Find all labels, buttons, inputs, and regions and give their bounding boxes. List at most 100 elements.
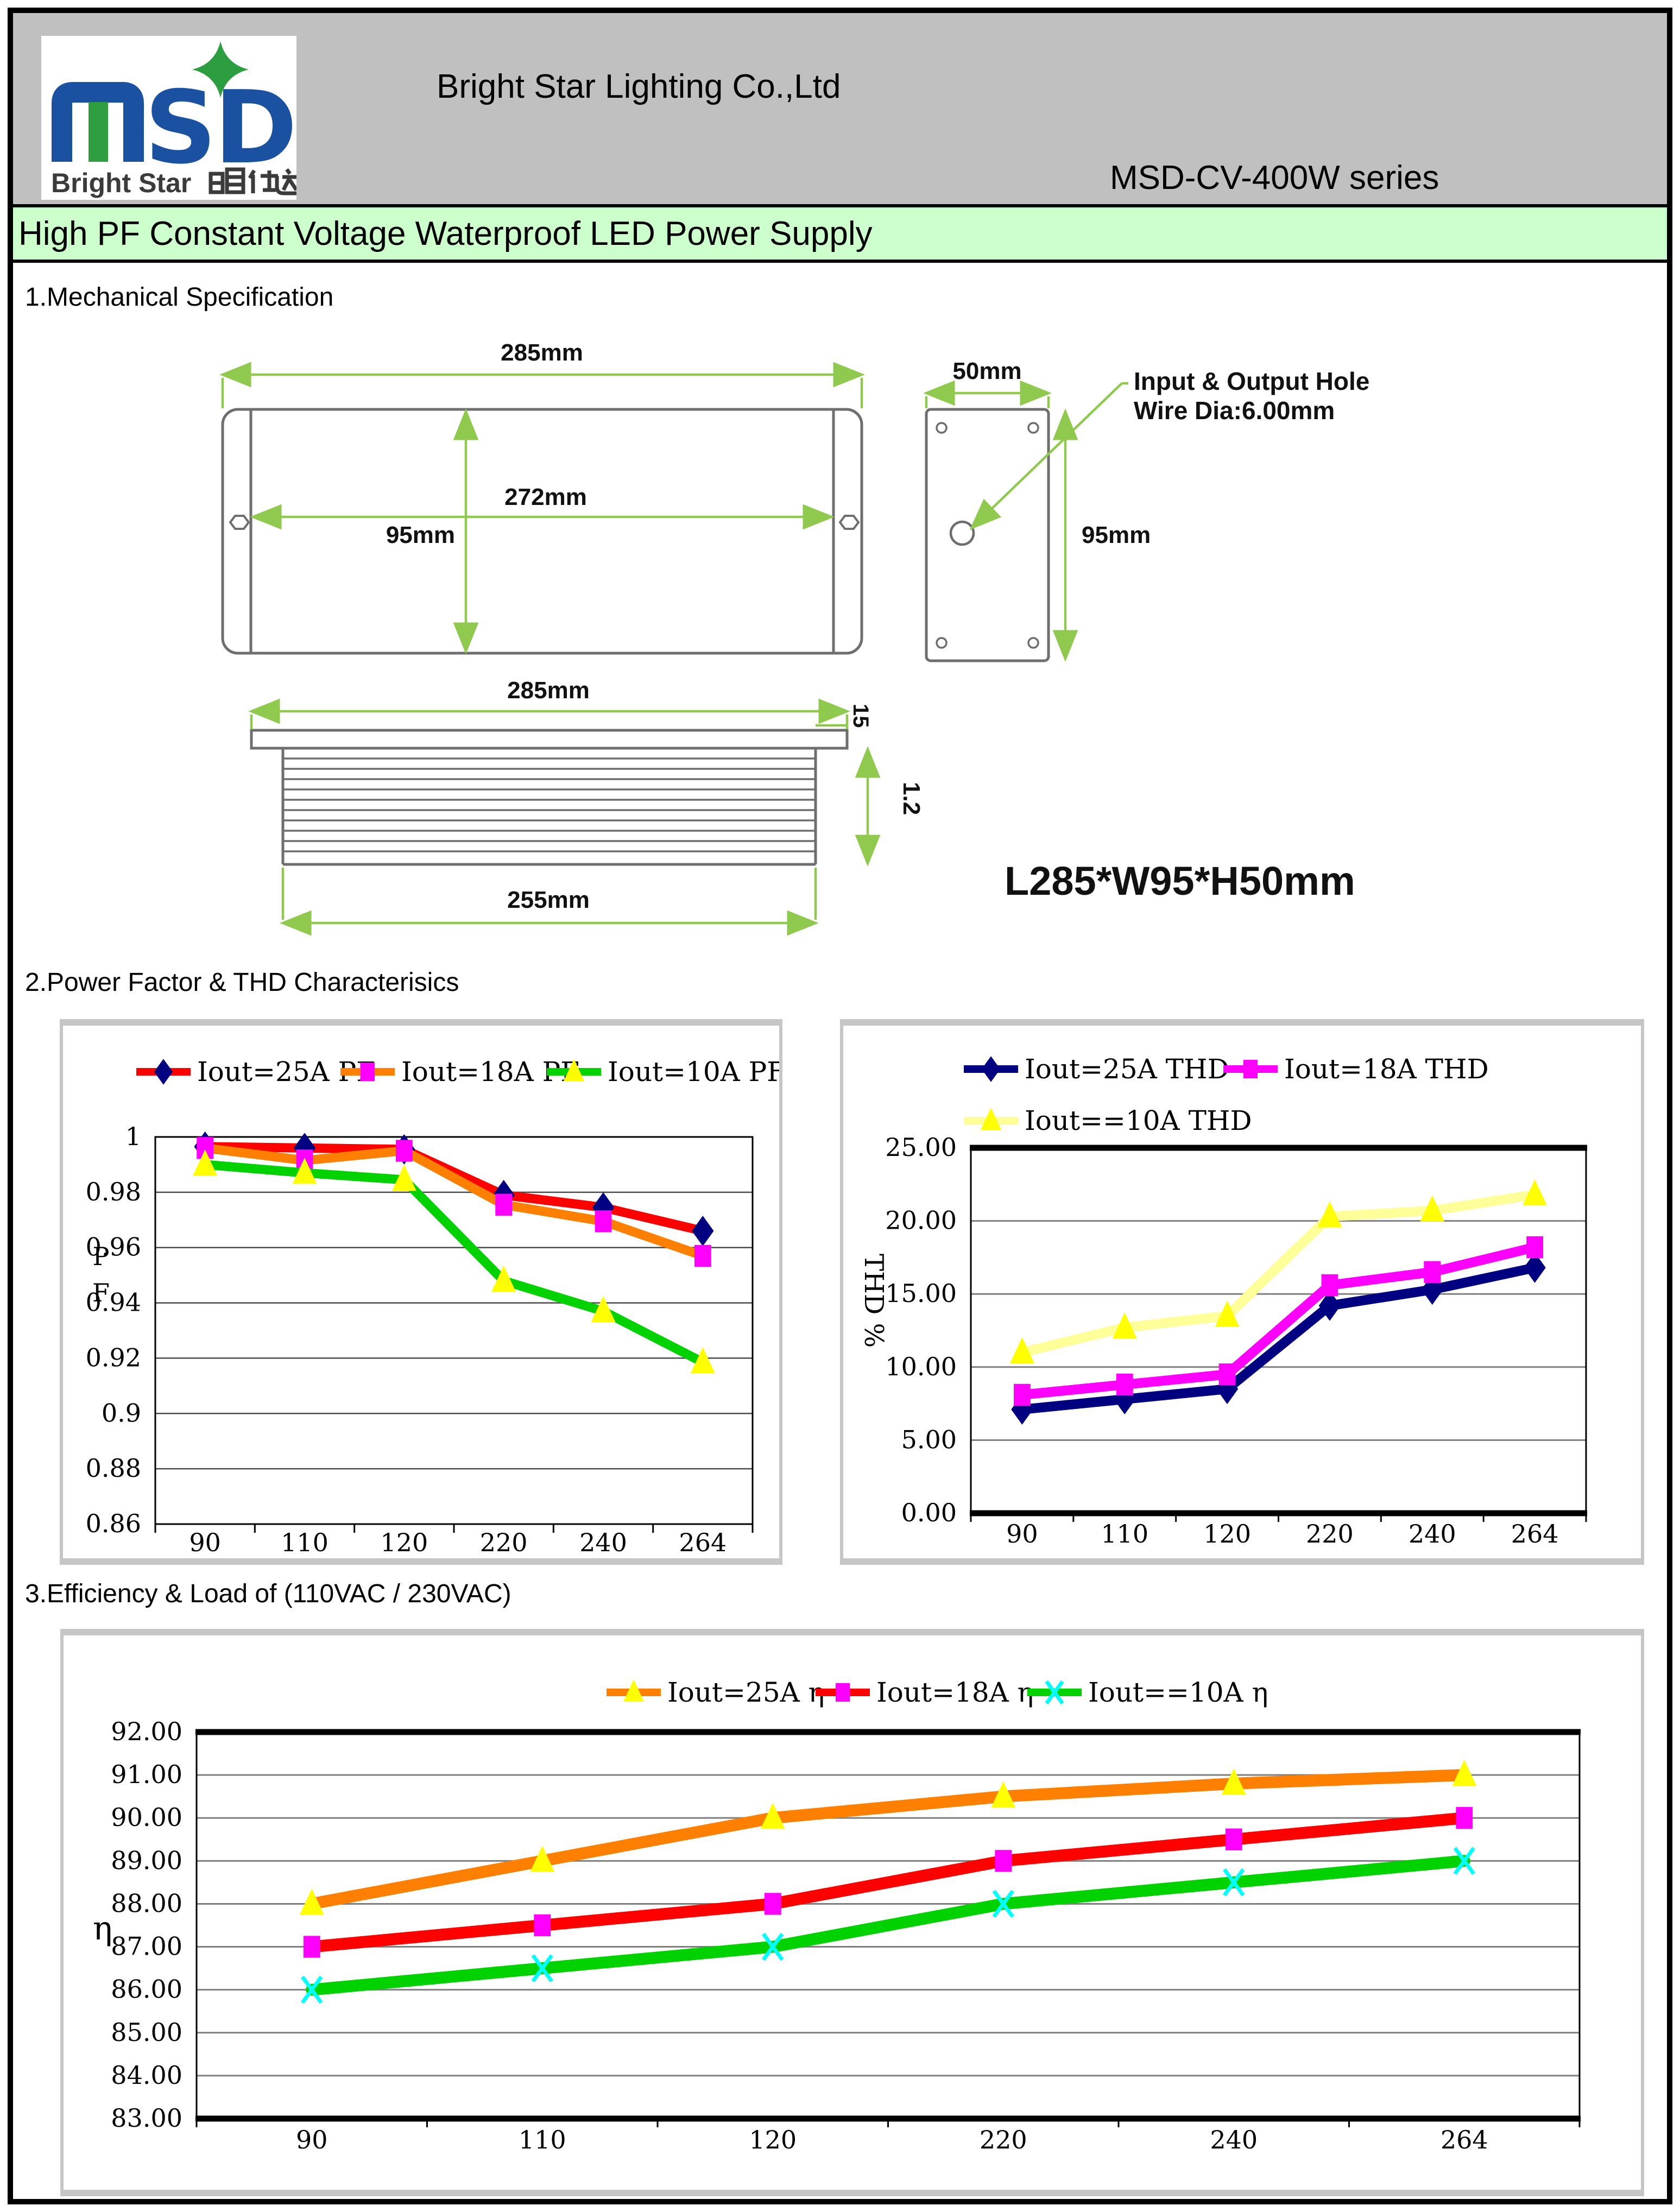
pf-chart: 1 0.98 0.96 0.94 0.92 0.9 0.88 0.86 90 110 120 220 2… xyxy=(86,1056,779,1557)
efficiency-y-axis-label: η xyxy=(93,1910,112,1948)
legend-item: Iout=10A PF xyxy=(547,1056,779,1088)
y-tick-label: 86.00 xyxy=(111,1975,182,2004)
legend-label: Iout==10A η xyxy=(1088,1677,1268,1708)
x-tick-label: 240 xyxy=(1210,2125,1258,2154)
y-tick-label: 0.92 xyxy=(86,1343,141,1372)
y-tick-label: 92.00 xyxy=(111,1717,182,1746)
logo-star-icon xyxy=(192,41,249,98)
legend-label: Iout=25A THD xyxy=(1025,1053,1229,1085)
mount-hole-left xyxy=(229,515,250,530)
y-tick-label: 0.94 xyxy=(86,1288,141,1317)
section-title-pf-thd: 2.Power Factor & THD Characterisics xyxy=(25,968,459,997)
end-view-dimensions xyxy=(923,380,1128,662)
y-tick-label: 83.00 xyxy=(111,2103,182,2133)
legend-item: Iout=18A PF xyxy=(340,1056,579,1088)
logo-msd-letters: S D xyxy=(52,41,298,186)
legend-label: Iout=18A THD xyxy=(1284,1053,1489,1085)
thd-y-axis-label: THD % xyxy=(858,1254,889,1348)
series-Iout=18A η xyxy=(303,1807,1473,1958)
pf-y-axis-label: P F xyxy=(92,1242,110,1307)
logo-graphic: S D Bright Star xyxy=(51,41,298,198)
series-Iout=25A η xyxy=(299,1760,1477,1915)
y-tick-label: 1 xyxy=(125,1122,141,1151)
x-tick-label: 220 xyxy=(1306,1519,1354,1549)
x-tick-label: 120 xyxy=(1203,1519,1251,1549)
x-tick-label: 264 xyxy=(679,1528,727,1557)
heatsink-fins xyxy=(283,757,816,852)
end-view-outline xyxy=(925,408,1050,662)
x-tick-label: 110 xyxy=(519,2125,566,2154)
thd-chart-panel: 25.00 20.00 15.00 10.00 5.00 0.00 90 110 120 220 2… xyxy=(840,1019,1644,1565)
logo-subtitle-latin: Bright Star xyxy=(51,168,191,198)
y-tick-label: 0.00 xyxy=(901,1498,957,1527)
x-tick-label: 264 xyxy=(1441,2125,1488,2154)
x-tick-label: 240 xyxy=(1409,1519,1456,1549)
series-Iout=10A PF xyxy=(193,1149,715,1374)
section-title-mechanical: 1.Mechanical Specification xyxy=(25,283,334,312)
thd-chart: 25.00 20.00 15.00 10.00 5.00 0.00 90 110 120 220 2… xyxy=(885,1053,1587,1549)
legend-label: Iout=18A η xyxy=(876,1677,1034,1708)
section-title-efficiency: 3.Efficiency & Load of (110VAC / 230VAC) xyxy=(25,1579,511,1608)
x-tick-label: 90 xyxy=(189,1528,221,1557)
profile-view-outline xyxy=(250,729,849,866)
hole-note-line2: Wire Dia:6.00mm xyxy=(1134,396,1335,425)
profile-dimensions xyxy=(248,698,881,936)
dim-272-label: 272mm xyxy=(504,484,587,510)
y-tick-label: 90.00 xyxy=(111,1803,182,1832)
logo-letter-m xyxy=(52,82,144,162)
dim-95-center-label: 95mm xyxy=(386,522,455,548)
y-tick-label: 88.00 xyxy=(111,1888,182,1918)
company-logo: S D Bright Star xyxy=(41,36,298,200)
y-tick-label: 85.00 xyxy=(111,2018,182,2047)
x-tick-label: 90 xyxy=(1006,1519,1038,1549)
dim-1-2-label: 1.2 xyxy=(898,782,925,815)
top-view-dimensions xyxy=(219,362,865,654)
y-tick-label: 10.00 xyxy=(885,1352,957,1381)
y-tick-label: 87.00 xyxy=(111,1932,182,1961)
legend-item: Iout=18A THD xyxy=(1223,1053,1489,1085)
series-name: MSD-CV-400W series xyxy=(1110,159,1439,197)
efficiency-chart-panel: 92.00 91.00 90.00 89.00 88.00 87.00 86.00 85.00… xyxy=(60,1629,1644,2196)
product-title-banner: High PF Constant Voltage Waterproof LED … xyxy=(13,204,1667,263)
logo-cjk-characters xyxy=(209,167,298,195)
legend-label: Iout==10A THD xyxy=(1025,1105,1252,1136)
x-tick-label: 90 xyxy=(296,2125,328,2154)
product-title: High PF Constant Voltage Waterproof LED … xyxy=(18,214,873,252)
y-tick-label: 15.00 xyxy=(885,1279,957,1308)
hole-note-line1: Input & Output Hole xyxy=(1134,367,1369,395)
pf-chart-panel: 1 0.98 0.96 0.94 0.92 0.9 0.88 0.86 90 110 120 220 2… xyxy=(60,1019,782,1565)
x-tick-label: 220 xyxy=(980,2125,1027,2154)
logo-letter-m-green-bar xyxy=(89,102,108,162)
legend-item: Iout=18A η xyxy=(816,1677,1034,1708)
y-tick-label: 84.00 xyxy=(111,2061,182,2090)
dim-50-label: 50mm xyxy=(952,358,1021,384)
legend-label: Iout=25A η xyxy=(667,1677,825,1708)
top-view-outline xyxy=(221,408,863,655)
series-Iout=18A THD xyxy=(1014,1236,1543,1406)
x-tick-label: 240 xyxy=(579,1528,627,1557)
legend-item: Iout=25A PF xyxy=(136,1056,375,1088)
y-tick-label: 0.9 xyxy=(102,1398,141,1427)
efficiency-chart: 92.00 91.00 90.00 89.00 88.00 87.00 86.00 85.00… xyxy=(111,1677,1581,2154)
wire-hole xyxy=(949,520,975,546)
y-tick-label: 5.00 xyxy=(901,1425,957,1454)
logo-letter-s: S xyxy=(144,69,217,186)
y-tick-label: 20.00 xyxy=(885,1206,957,1235)
legend-item: Iout==10A η xyxy=(1027,1677,1268,1708)
x-tick-label: 120 xyxy=(380,1528,428,1557)
series-Iout==10A η xyxy=(301,1847,1475,2004)
y-tick-label: 25.00 xyxy=(885,1133,957,1162)
y-tick-label: 0.98 xyxy=(86,1177,141,1206)
dim-285-profile-label: 285mm xyxy=(507,677,590,704)
y-tick-label: 0.88 xyxy=(86,1453,141,1483)
legend-item: Iout=25A THD xyxy=(964,1053,1229,1085)
mechanical-drawing: 285mm 272mm 95mm 50mm 95mm Input & Outpu… xyxy=(219,339,1369,936)
dim-255-label: 255mm xyxy=(507,887,590,913)
x-tick-label: 110 xyxy=(1101,1519,1148,1549)
x-tick-label: 220 xyxy=(480,1528,528,1557)
mount-hole-right xyxy=(838,515,860,530)
overall-size-label: L285*W95*H50mm xyxy=(1005,858,1355,903)
series-Iout==10A THD xyxy=(1010,1179,1547,1364)
dim-95-side-label: 95mm xyxy=(1082,522,1151,548)
